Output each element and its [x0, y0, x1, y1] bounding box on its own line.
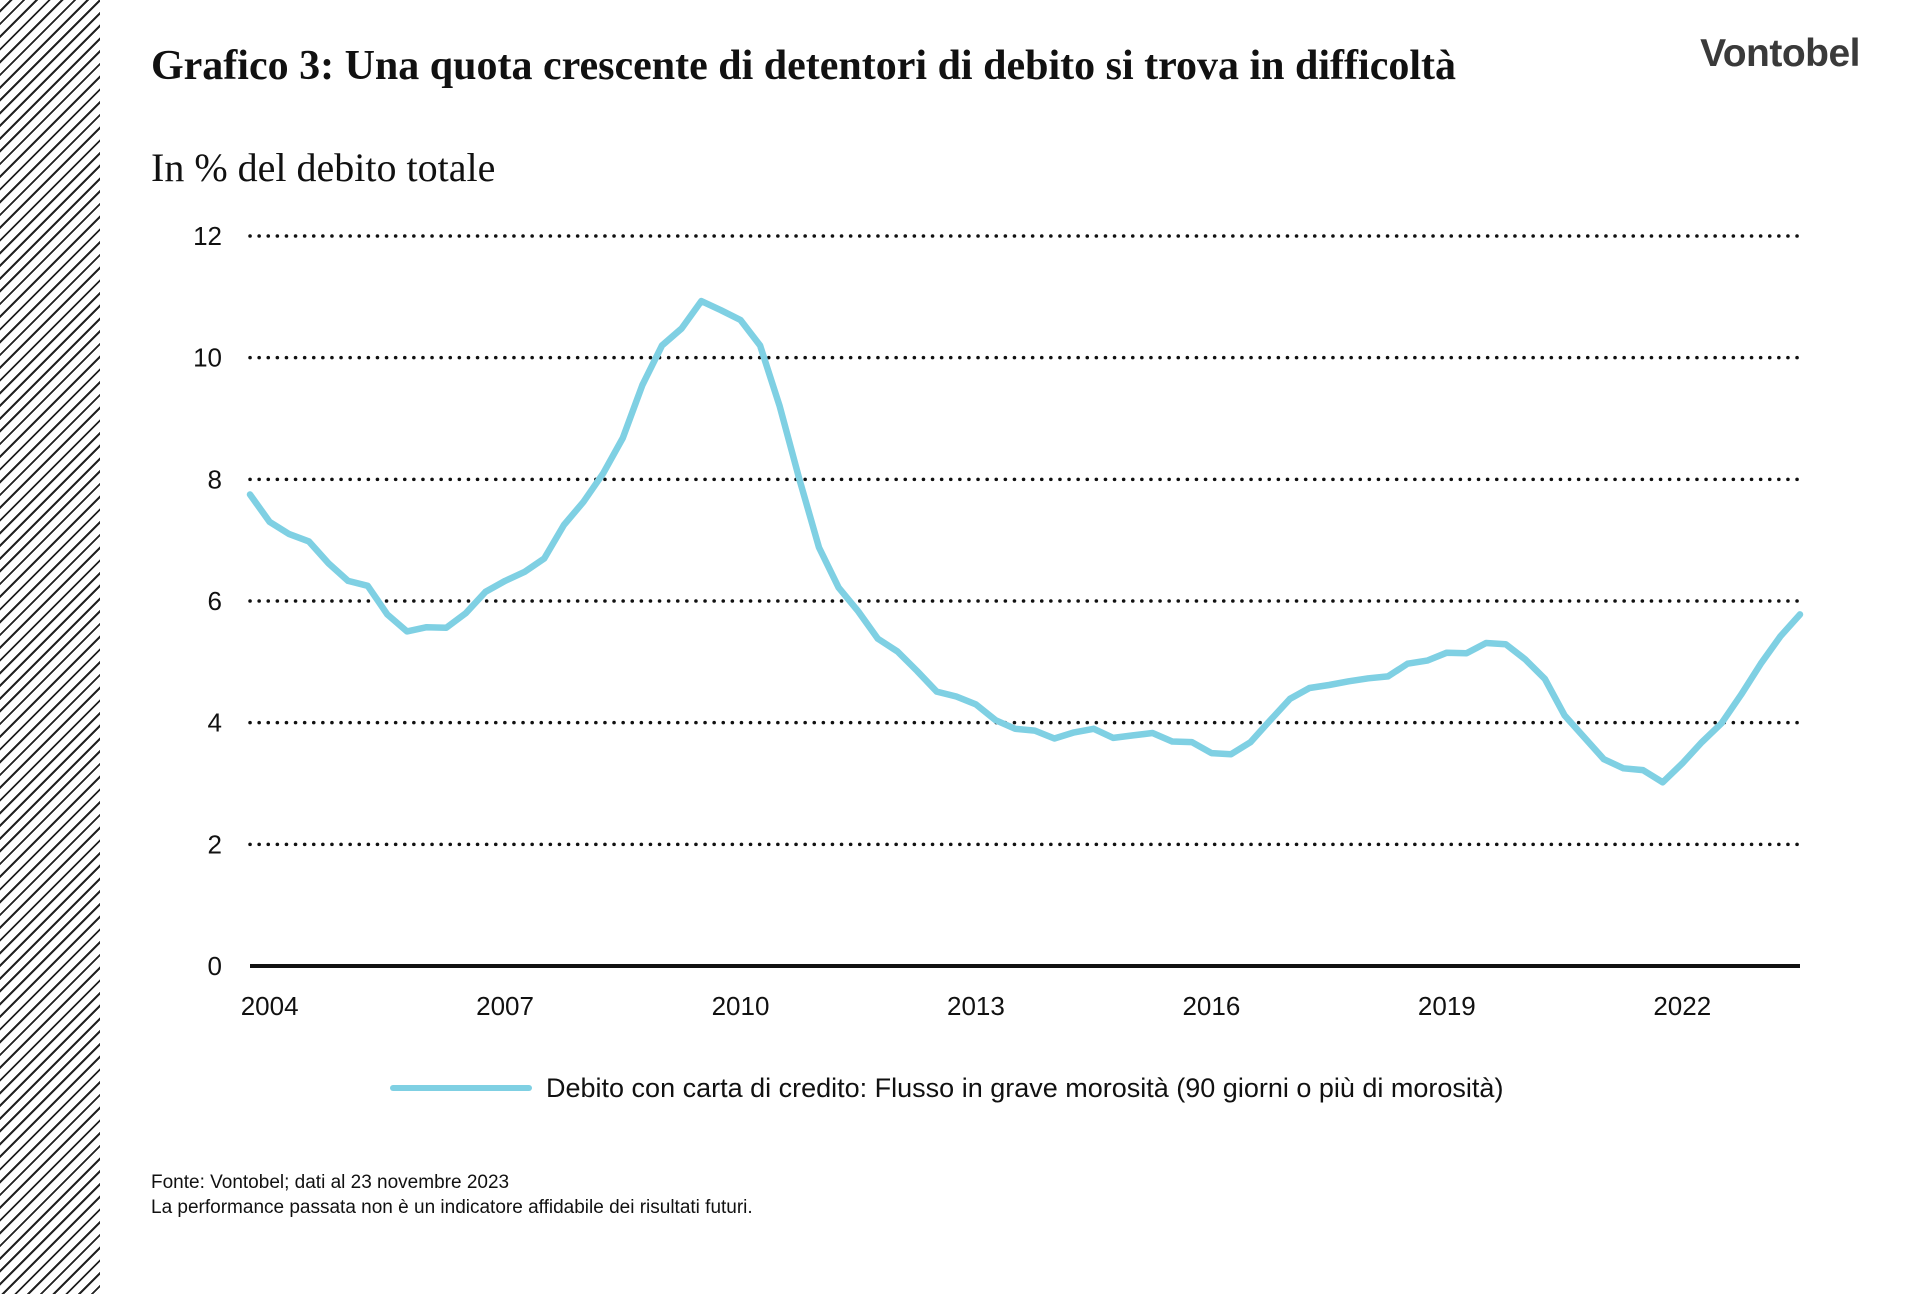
x-tick-label-2007: 2007 [476, 991, 534, 1021]
y-tick-label-8: 8 [208, 464, 222, 494]
chart-subtitle: In % del debito totale [151, 145, 496, 190]
x-tick-label-2013: 2013 [947, 991, 1005, 1021]
footnote: Fonte: Vontobel; dati al 23 novembre 202… [151, 1170, 753, 1220]
chart-title: Grafico 3: Una quota crescente di detent… [151, 43, 1456, 89]
x-tick-label-2004: 2004 [241, 991, 299, 1021]
legend-label: Debito con carta di credito: Flusso in g… [546, 1072, 1504, 1103]
x-axis-tick-labels: 2004 2007 2010 2013 2016 2019 2022 [241, 991, 1712, 1021]
disclaimer-note: La performance passata non è un indicato… [151, 1197, 753, 1218]
y-tick-label-12: 12 [193, 221, 222, 251]
hatched-side-border [0, 0, 100, 1294]
y-tick-label-2: 2 [208, 829, 222, 859]
y-tick-label-4: 4 [208, 708, 222, 738]
gridlines [248, 234, 1802, 847]
y-tick-label-6: 6 [208, 586, 222, 616]
source-note: Fonte: Vontobel; dati al 23 novembre 202… [151, 1172, 510, 1193]
legend: Debito con carta di credito: Flusso in g… [390, 1068, 1503, 1108]
x-tick-label-2019: 2019 [1418, 991, 1476, 1021]
y-tick-label-10: 10 [193, 343, 222, 373]
series-line-0 [246, 297, 1804, 786]
vontobel-logo: Vontobel [1700, 32, 1860, 75]
x-tick-label-2010: 2010 [712, 991, 770, 1021]
x-tick-label-2016: 2016 [1182, 991, 1240, 1021]
y-tick-label-0: 0 [208, 951, 222, 981]
x-tick-label-2022: 2022 [1653, 991, 1711, 1021]
series-lines [246, 297, 1804, 786]
legend-swatch [390, 1085, 532, 1091]
y-axis-tick-labels: 0 2 4 6 8 10 12 [193, 221, 222, 981]
